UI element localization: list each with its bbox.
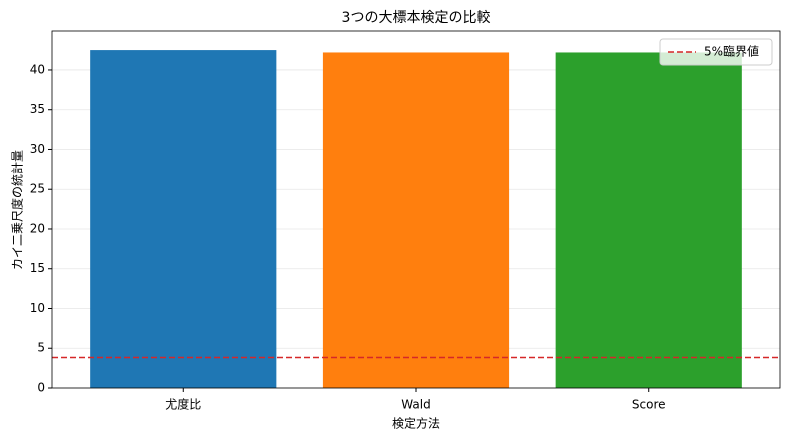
chart-title: 3つの大標本検定の比較 bbox=[342, 10, 491, 26]
legend-label: 5%臨界値 bbox=[704, 44, 759, 59]
legend-box bbox=[659, 38, 773, 66]
y-axis-label: カイ二乗尺度の統計量 bbox=[10, 150, 25, 270]
y-tick-label: 40 bbox=[30, 62, 45, 76]
y-tick-label: 20 bbox=[30, 221, 45, 235]
y-tick-label: 0 bbox=[37, 381, 45, 395]
axes-frame bbox=[51, 30, 781, 389]
x-tick-label: Wald bbox=[401, 398, 430, 412]
y-tick-label: 25 bbox=[30, 182, 45, 196]
bar bbox=[555, 52, 742, 388]
bar bbox=[90, 50, 277, 389]
y-tick-label: 30 bbox=[30, 142, 45, 156]
bar bbox=[322, 52, 510, 388]
y-tick-label: 10 bbox=[30, 301, 45, 315]
y-tick-label: 15 bbox=[30, 261, 45, 275]
y-tick-label: 35 bbox=[30, 102, 45, 116]
x-tick-label: Score bbox=[632, 398, 666, 412]
x-axis-label: 検定方法 bbox=[392, 416, 440, 431]
x-tick-label: 尤度比 bbox=[165, 397, 201, 412]
y-tick-label: 5 bbox=[37, 341, 45, 355]
